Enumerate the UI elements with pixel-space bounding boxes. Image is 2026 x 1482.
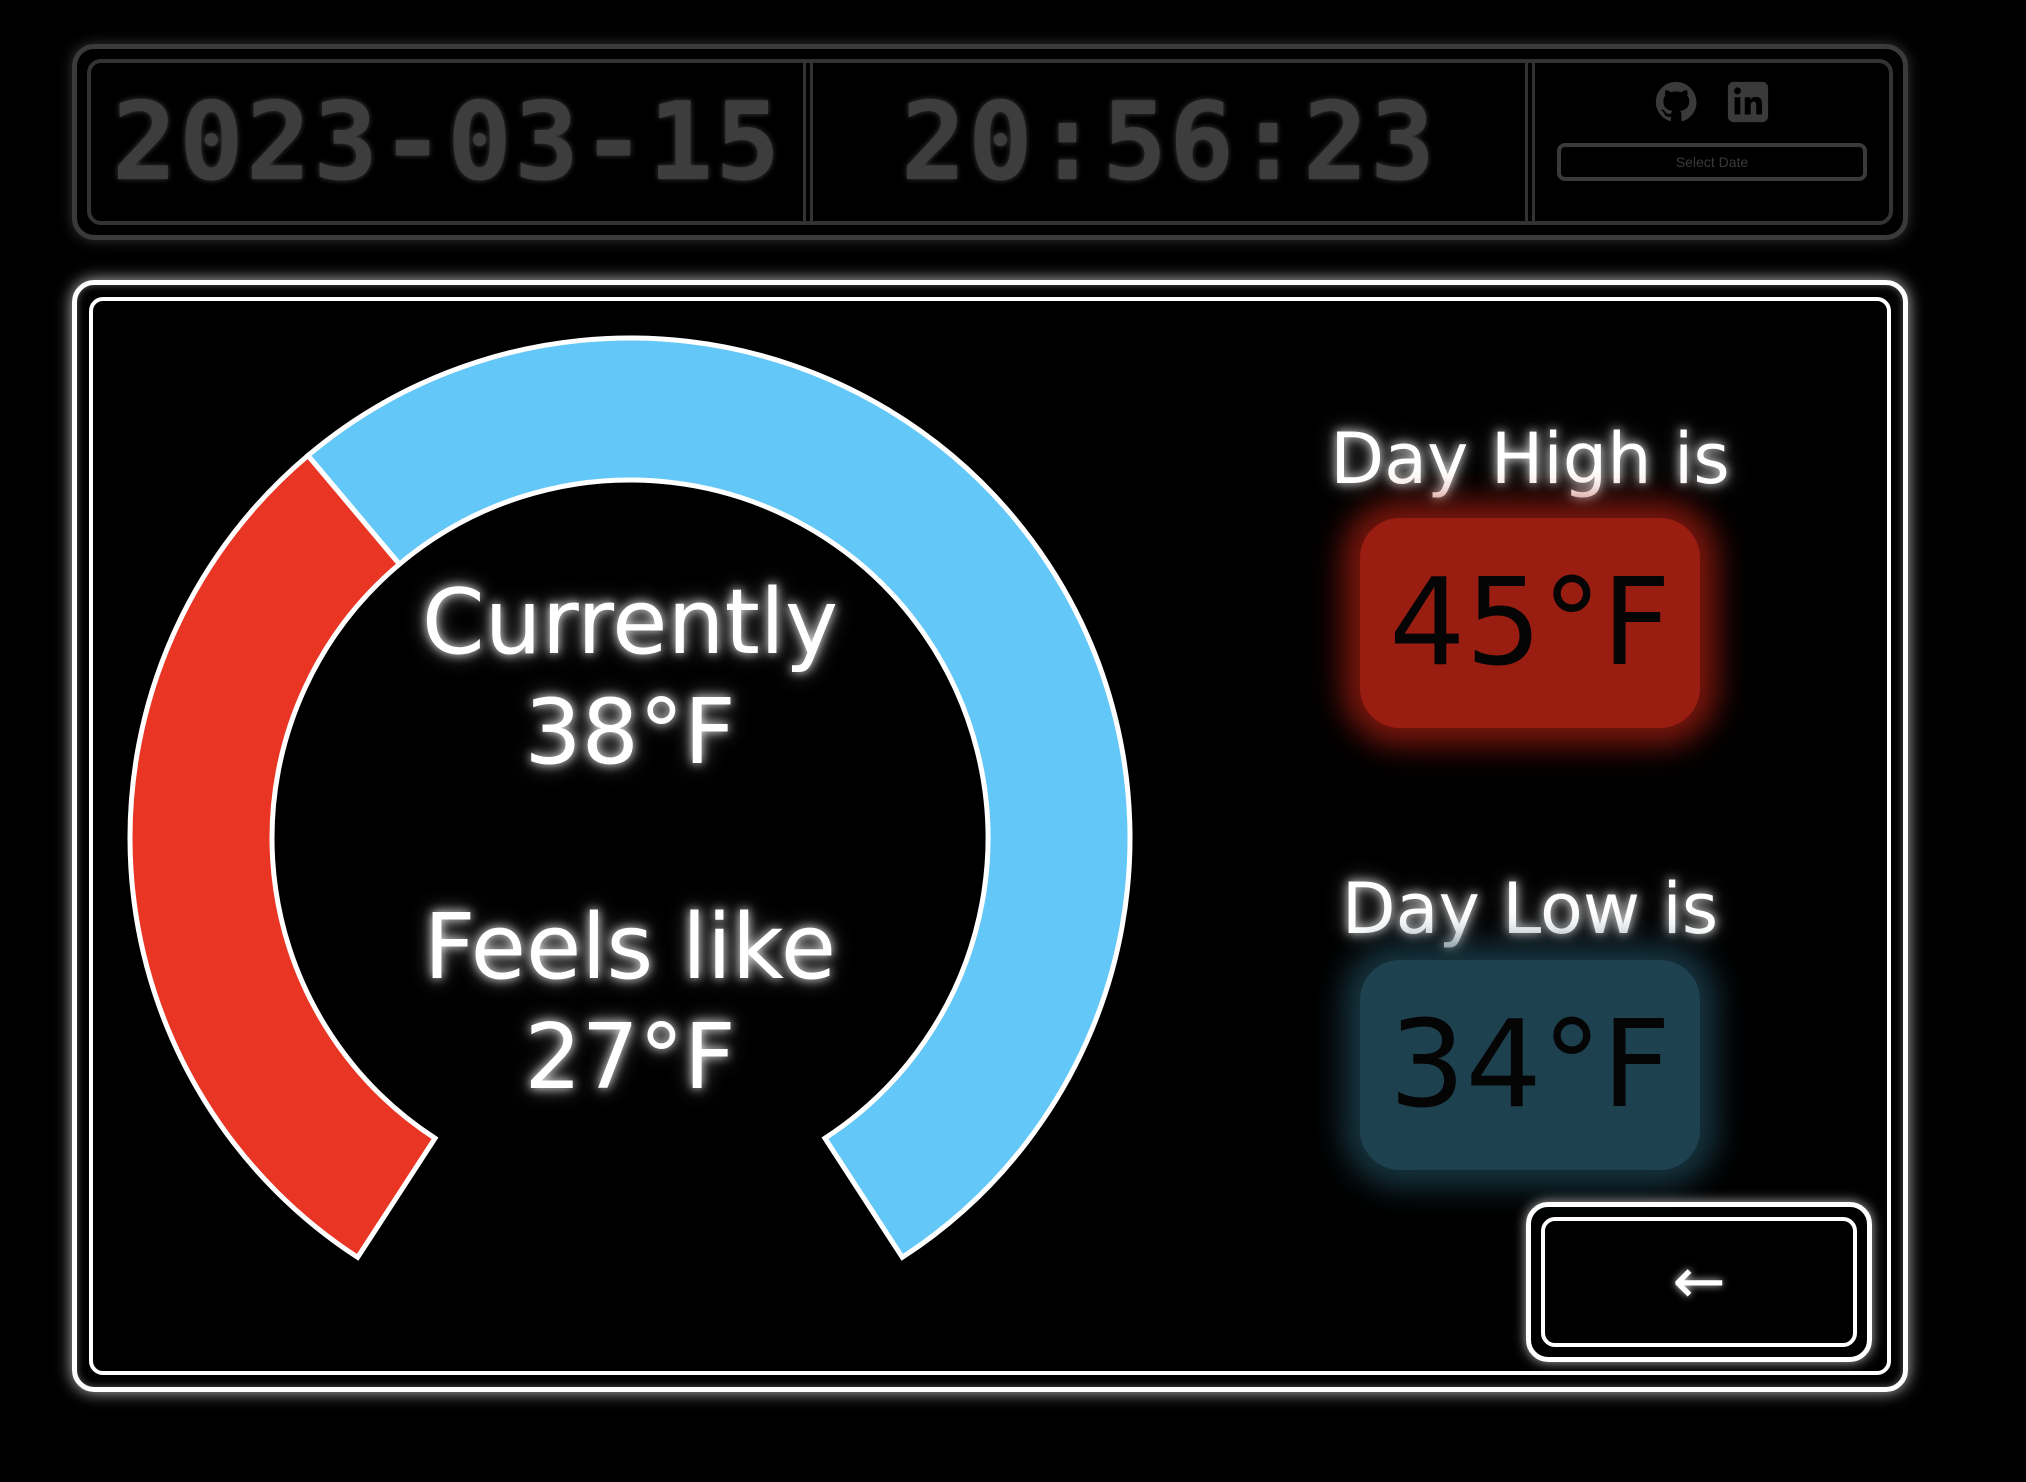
feels-like-value: 27°F	[524, 1005, 736, 1110]
temperature-gauge	[127, 335, 1133, 1261]
current-temperature-value: 38°F	[524, 680, 736, 785]
top-status-bar: 2023-03-15 20:56:23	[72, 44, 1908, 240]
day-low-value: 34°F	[1360, 960, 1700, 1170]
back-button[interactable]: ←	[1526, 1202, 1872, 1362]
day-high-value: 45°F	[1360, 518, 1700, 728]
weather-panel	[72, 280, 1908, 1392]
date-display: 2023-03-15	[91, 63, 813, 221]
feels-like-label: Feels like	[423, 895, 837, 1000]
links-panel: Select Date	[1535, 63, 1889, 221]
clock-display: 20:56:23	[813, 63, 1535, 221]
date-text: 2023-03-15	[111, 79, 783, 205]
weather-panel-inner	[89, 297, 1891, 1375]
time-text: 20:56:23	[900, 79, 1438, 205]
gauge-cool-segment	[304, 335, 1133, 1261]
select-date-button[interactable]: Select Date	[1557, 143, 1867, 181]
social-links	[1653, 79, 1771, 125]
back-arrow-icon: ←	[1672, 1245, 1726, 1319]
linkedin-icon[interactable]	[1725, 79, 1771, 125]
back-button-inner	[1541, 1217, 1857, 1347]
day-high-label: Day High is	[1330, 418, 1730, 500]
gauge-warm-segment	[127, 451, 439, 1261]
select-date-label: Select Date	[1675, 154, 1749, 170]
day-low-label: Day Low is	[1341, 868, 1719, 950]
github-icon[interactable]	[1653, 79, 1699, 125]
current-temperature-label: Currently	[421, 570, 839, 675]
top-status-bar-inner: 2023-03-15 20:56:23	[87, 59, 1893, 225]
